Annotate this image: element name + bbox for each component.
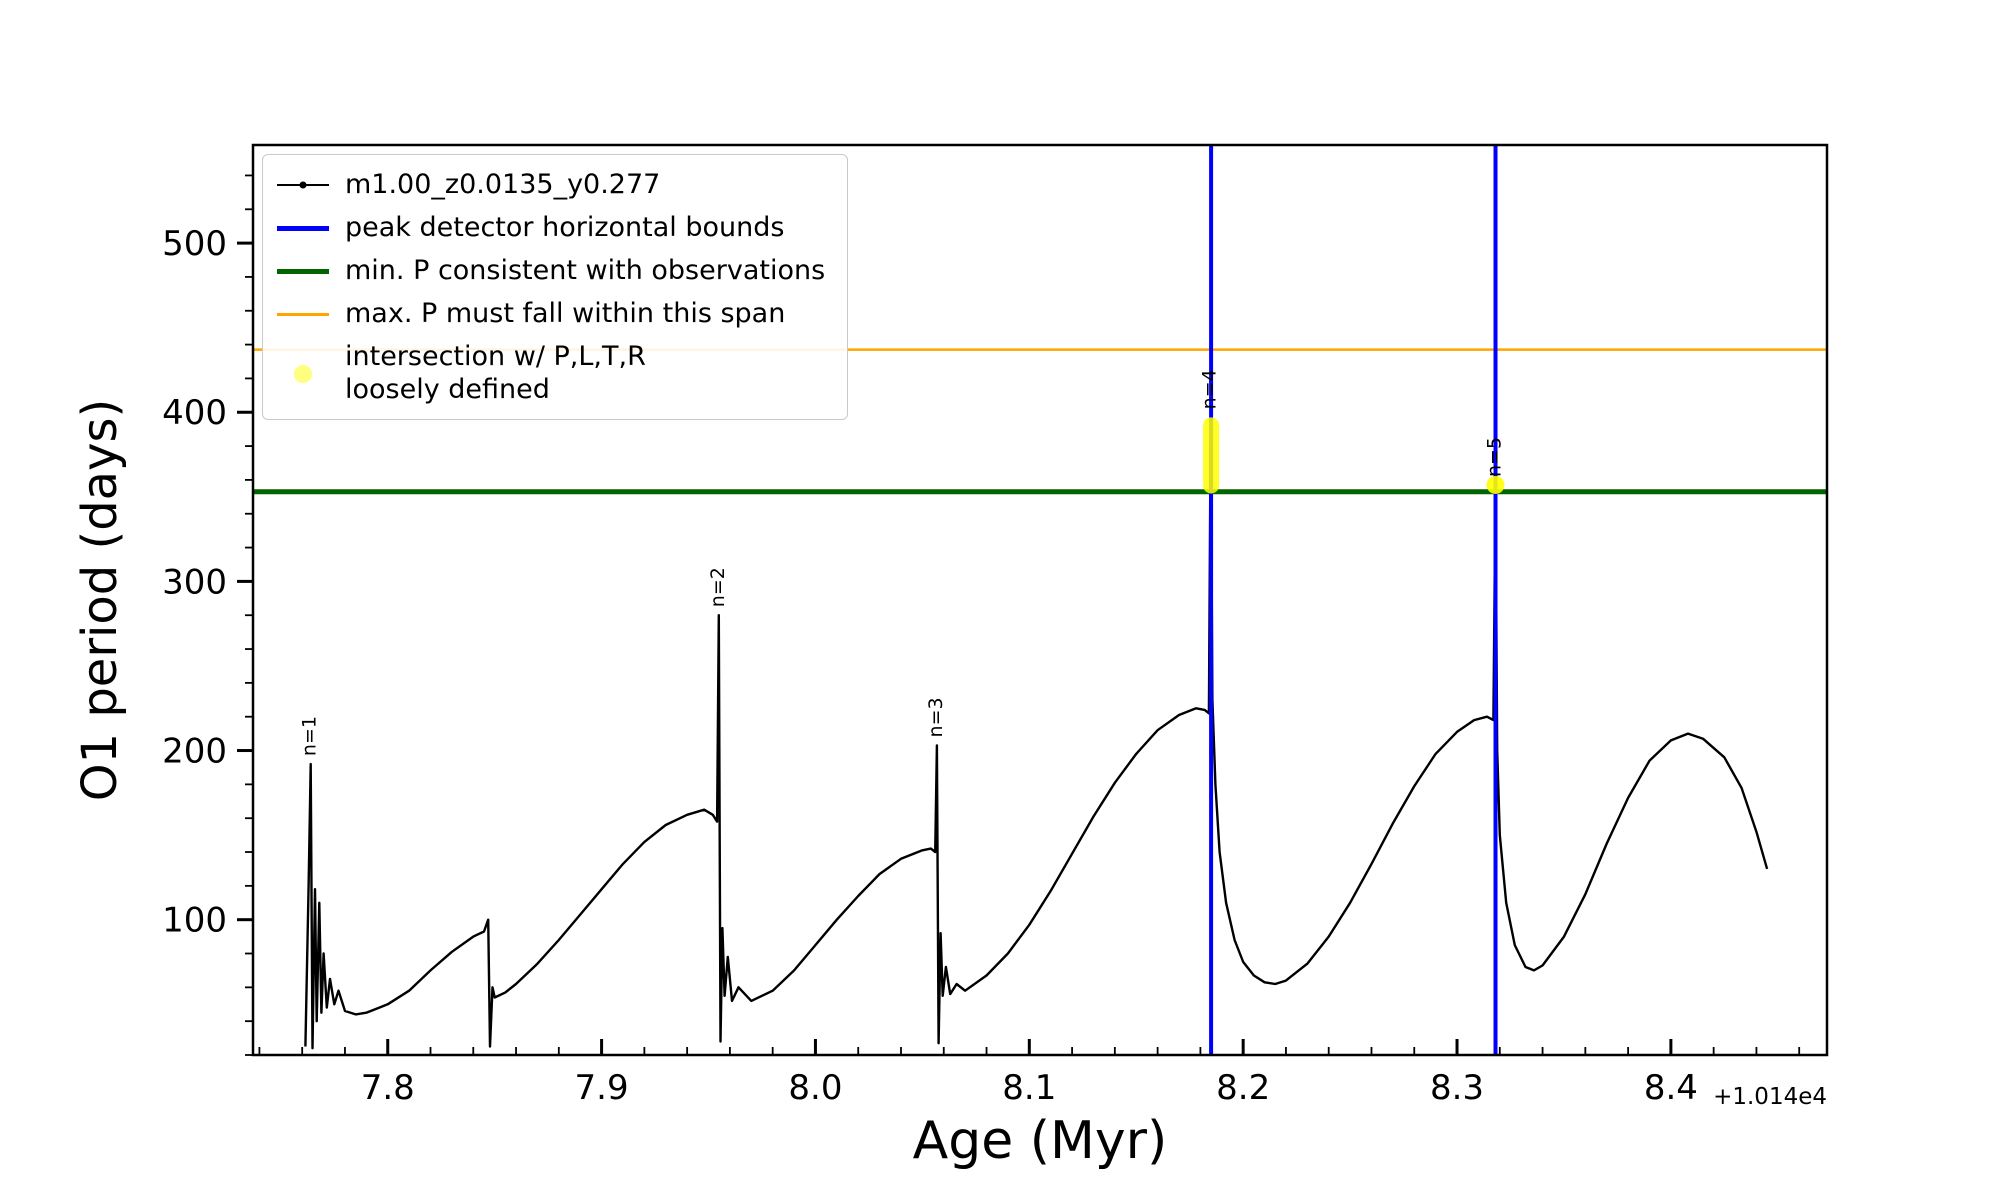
intersection-dot-swatch — [294, 364, 312, 383]
min-p-marker — [277, 255, 329, 287]
legend: m1.00_z0.0135_y0.277 peak detector horiz… — [262, 154, 849, 420]
legend-label-intersection-line1: intersection w/ P,L,T,R — [345, 340, 646, 372]
x-axis-offset-text: +1.014e4 — [1713, 1084, 1827, 1110]
vline-swatch — [277, 225, 329, 231]
legend-item-min-p: min. P consistent with observations — [277, 255, 825, 288]
legend-label-min-p: min. P consistent with observations — [345, 254, 826, 286]
y-axis-label: O1 period (days) — [72, 399, 128, 802]
x-tick-label: 8.0 — [788, 1068, 842, 1108]
intersection-dot — [1486, 475, 1505, 494]
peak-label-n=4: n=4 — [1199, 369, 1221, 409]
peak-label-n=1: n=1 — [299, 716, 321, 756]
legend-label-intersection: intersection w/ P,L,T,R loosely defined — [345, 341, 646, 407]
legend-item-intersection: intersection w/ P,L,T,R loosely defined — [277, 341, 825, 407]
x-tick-label: 7.9 — [575, 1068, 629, 1108]
y-tick-label: 400 — [162, 393, 227, 433]
x-tick-label: 7.8 — [361, 1068, 415, 1108]
x-tick-label: 8.2 — [1216, 1068, 1270, 1108]
legend-item-series: m1.00_z0.0135_y0.277 — [277, 169, 825, 202]
x-tick-label: 8.4 — [1644, 1068, 1698, 1108]
series-line-marker — [277, 169, 329, 201]
axes-box — [251, 143, 1829, 1057]
legend-item-peak-bounds: peak detector horizontal bounds — [277, 212, 825, 245]
legend-label-peak-bounds: peak detector horizontal bounds — [345, 211, 785, 243]
intersection-blob — [1203, 417, 1220, 494]
legend-label-intersection-line2: loosely defined — [345, 373, 550, 405]
max-p-marker — [277, 298, 329, 330]
legend-label-max-p: max. P must fall within this span — [345, 297, 786, 329]
intersection-marker — [277, 358, 329, 390]
x-axis-label: Age (Myr) — [913, 1111, 1168, 1171]
max-p-swatch — [277, 312, 329, 316]
min-p-swatch — [277, 268, 329, 274]
peak-label-n=3: n=3 — [925, 697, 947, 737]
y-tick-label: 500 — [162, 224, 227, 264]
y-tick-label: 100 — [162, 901, 227, 941]
peak-label-n=2: n=2 — [707, 567, 729, 607]
x-tick-label: 8.3 — [1430, 1068, 1484, 1108]
y-tick-label: 200 — [162, 732, 227, 772]
peak-label-n=5: n=5 — [1484, 437, 1506, 477]
y-tick-label: 300 — [162, 562, 227, 602]
vline-marker — [277, 212, 329, 244]
legend-label-series: m1.00_z0.0135_y0.277 — [345, 169, 661, 200]
x-tick-label: 8.1 — [1002, 1068, 1056, 1108]
legend-item-max-p: max. P must fall within this span — [277, 298, 825, 331]
series-dot-swatch — [299, 181, 307, 189]
